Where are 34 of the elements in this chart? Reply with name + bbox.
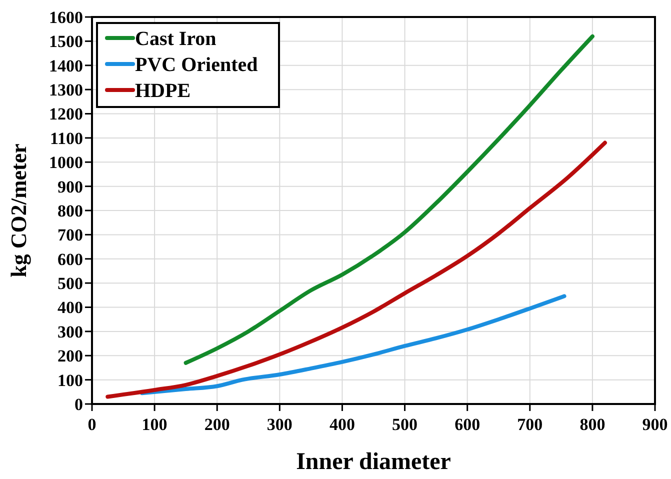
y-tick-label: 500 (58, 274, 83, 294)
x-tick-label: 200 (204, 415, 230, 434)
y-tick-label: 300 (58, 322, 83, 342)
y-tick-label: 1300 (49, 80, 83, 100)
y-tick-label: 700 (58, 226, 83, 245)
x-tick-label: 400 (329, 415, 355, 434)
x-tick-label: 300 (266, 415, 292, 434)
y-axis-title: kg CO2/meter (6, 143, 31, 278)
x-tick-label: 100 (142, 415, 168, 434)
y-tick-label: 100 (58, 370, 83, 390)
y-tick-label: 900 (58, 177, 83, 196)
y-tick-label: 200 (58, 346, 83, 366)
y-tick-label: 600 (58, 250, 83, 269)
x-tick-label: 600 (454, 415, 480, 434)
y-tick-label: 1400 (49, 56, 83, 76)
y-tick-label: 1600 (49, 8, 83, 27)
y-tick-label: 0 (74, 394, 83, 414)
x-axis-title: Inner diameter (296, 449, 452, 475)
legend-label: Cast Iron (135, 28, 216, 50)
x-tick-label: 500 (392, 415, 418, 434)
x-tick-label: 900 (642, 415, 668, 434)
y-tick-label: 1500 (49, 32, 83, 52)
x-tick-label: 700 (517, 415, 543, 434)
y-tick-label: 1000 (49, 153, 83, 172)
y-tick-label: 1200 (49, 104, 83, 124)
legend-label: HDPE (135, 80, 191, 102)
line-series (106, 140, 607, 399)
x-tick-label: 800 (580, 415, 606, 434)
y-tick-label: 1100 (50, 128, 83, 148)
x-tick-label: 0 (88, 415, 96, 434)
line-series (140, 294, 566, 396)
legend-label: PVC Oriented (135, 54, 258, 76)
y-tick-label: 400 (58, 298, 83, 318)
y-tick-label: 800 (58, 201, 83, 220)
